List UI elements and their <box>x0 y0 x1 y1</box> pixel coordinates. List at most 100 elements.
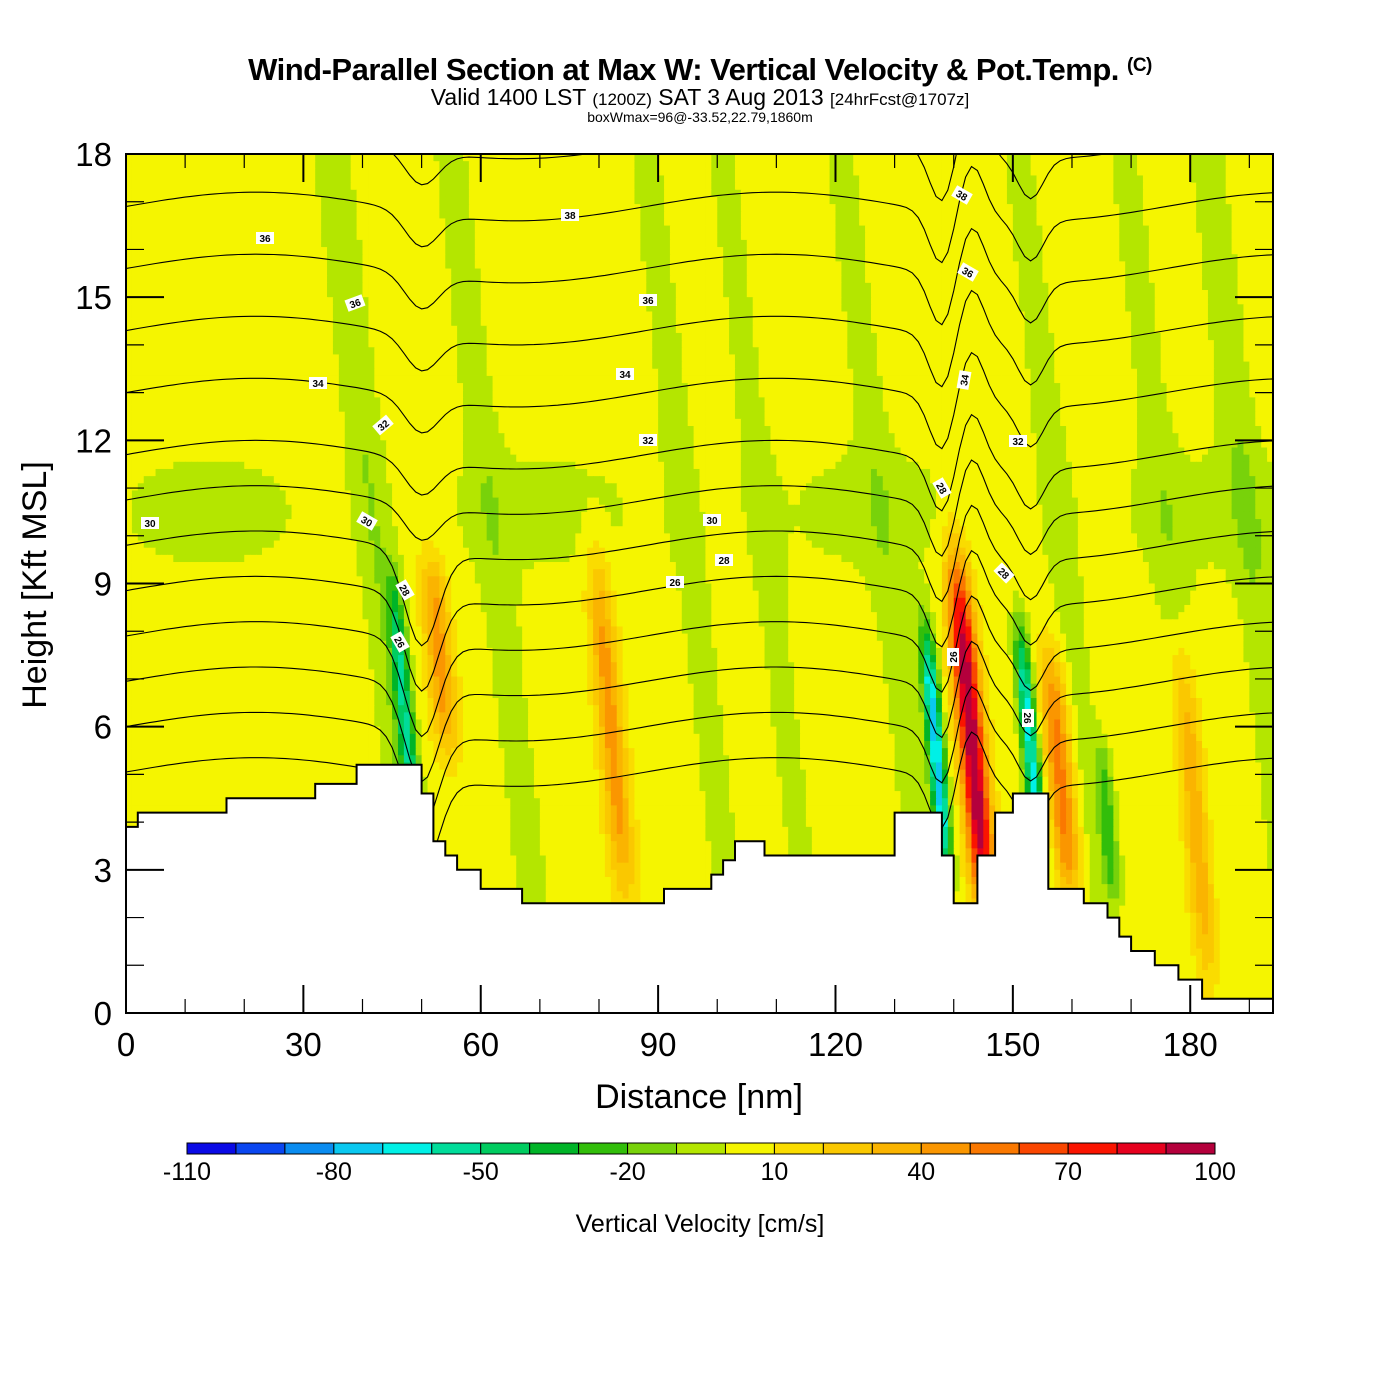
field-cell <box>646 261 653 270</box>
field-cell <box>811 318 819 327</box>
field-cell <box>196 168 204 177</box>
field-cell <box>1125 239 1132 248</box>
field-cell <box>770 218 777 227</box>
field-cell <box>321 175 328 184</box>
field-cell <box>664 332 671 341</box>
field-cell <box>1237 168 1245 177</box>
field-cell <box>504 290 511 298</box>
field-cell <box>427 254 435 262</box>
field-cell <box>1048 161 1055 169</box>
field-cell <box>474 247 482 255</box>
field-cell <box>841 318 848 327</box>
field-cell <box>344 261 352 270</box>
field-cell <box>1142 168 1150 177</box>
field-cell <box>918 196 925 205</box>
field-cell <box>1030 318 1038 327</box>
field-cell <box>261 211 269 220</box>
field-cell <box>847 196 854 205</box>
field-cell <box>126 304 133 313</box>
field-cell <box>196 325 204 334</box>
field-cell <box>859 239 866 248</box>
field-cell <box>628 275 636 284</box>
field-cell <box>764 175 772 184</box>
field-cell <box>770 275 777 284</box>
field-cell <box>504 254 511 262</box>
field-cell <box>841 282 848 291</box>
field-cell <box>1148 225 1156 234</box>
field-cell <box>1137 247 1144 255</box>
field-cell <box>480 218 488 227</box>
field-cell <box>362 189 369 198</box>
field-cell <box>1083 297 1091 305</box>
field-cell <box>1113 247 1120 255</box>
field-cell <box>557 268 565 277</box>
field-cell <box>829 225 837 234</box>
field-cell <box>356 304 364 313</box>
field-cell <box>220 196 228 205</box>
field-cell <box>729 290 736 298</box>
field-cell <box>498 168 505 177</box>
field-cell <box>196 218 204 227</box>
field-cell <box>758 297 766 305</box>
field-cell <box>628 189 636 198</box>
field-cell <box>1131 218 1138 227</box>
field-cell <box>427 218 435 227</box>
field-cell <box>1101 232 1109 241</box>
field-cell <box>415 304 423 313</box>
field-cell <box>758 239 766 248</box>
field-cell <box>374 332 381 341</box>
field-cell <box>575 154 582 162</box>
field-cell <box>1012 189 1020 198</box>
field-cell <box>598 332 606 341</box>
field-cell <box>622 161 630 169</box>
field-cell <box>752 218 760 227</box>
field-cell <box>977 311 984 320</box>
field-cell <box>202 161 210 169</box>
field-cell <box>593 297 600 305</box>
field-cell <box>1125 175 1132 184</box>
field-cell <box>658 311 665 320</box>
field-cell <box>309 261 316 270</box>
field-cell <box>179 247 186 255</box>
field-cell <box>1184 225 1191 234</box>
field-cell <box>598 297 606 305</box>
field-cell <box>522 232 529 241</box>
field-cell <box>332 247 340 255</box>
field-cell <box>303 297 310 305</box>
field-cell <box>1089 261 1097 270</box>
field-cell <box>315 218 322 227</box>
field-cell <box>1142 204 1150 212</box>
field-cell <box>1154 297 1162 305</box>
field-cell <box>551 182 559 191</box>
field-cell <box>1125 261 1132 270</box>
field-cell <box>173 332 180 341</box>
field-cell <box>250 196 257 205</box>
field-cell <box>634 247 641 255</box>
field-cell <box>918 332 925 341</box>
field-cell <box>794 254 801 262</box>
field-cell <box>1196 218 1203 227</box>
field-cell <box>232 211 239 220</box>
field-cell <box>935 154 943 162</box>
field-cell <box>137 196 145 205</box>
field-cell <box>533 261 541 270</box>
field-cell <box>232 161 239 169</box>
field-cell <box>179 232 186 241</box>
field-cell <box>161 168 168 177</box>
field-cell <box>457 247 464 255</box>
field-cell <box>800 325 807 334</box>
field-cell <box>977 211 984 220</box>
field-cell <box>959 232 967 241</box>
field-cell <box>977 261 984 270</box>
field-cell <box>723 161 730 169</box>
field-cell <box>658 325 665 334</box>
field-cell <box>338 325 346 334</box>
field-cell <box>1267 261 1273 270</box>
field-cell <box>681 196 689 205</box>
field-cell <box>1018 189 1026 198</box>
field-cell <box>823 297 831 305</box>
field-cell <box>516 261 523 270</box>
field-cell <box>451 261 458 270</box>
field-cell <box>882 332 890 341</box>
field-cell <box>356 268 364 277</box>
